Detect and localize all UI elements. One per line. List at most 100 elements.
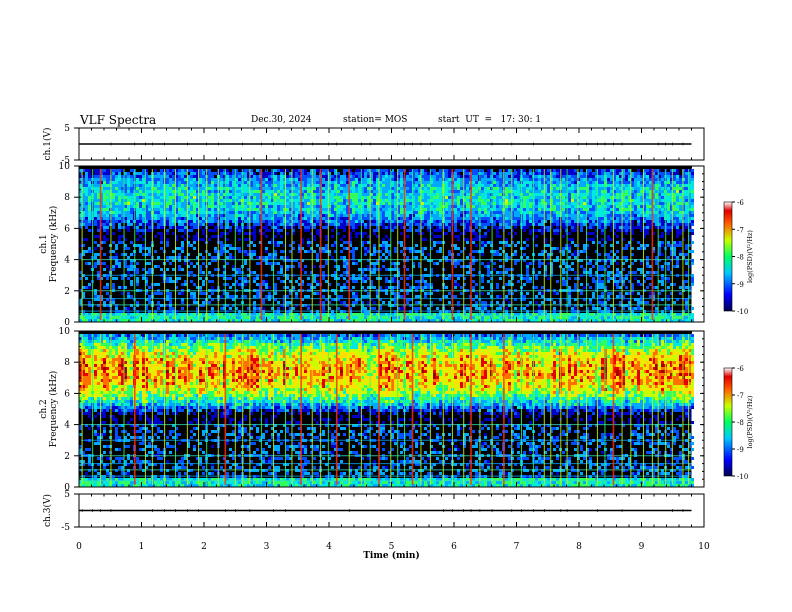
psd-cell xyxy=(157,193,160,196)
psd-cell xyxy=(277,223,280,226)
psd-cell xyxy=(88,199,91,202)
psd-cell xyxy=(106,232,109,235)
psd-cell xyxy=(106,226,109,229)
psd-cell xyxy=(145,181,148,184)
psd-cell xyxy=(193,196,196,199)
psd-cell xyxy=(298,199,301,202)
psd-cell xyxy=(424,193,427,196)
psd-cell xyxy=(208,295,211,298)
psd-cell xyxy=(139,199,142,202)
psd-cell xyxy=(475,250,478,253)
psd-cell xyxy=(388,244,391,247)
psd-cell xyxy=(391,286,394,289)
psd-cell xyxy=(145,211,148,214)
psd-cell xyxy=(112,169,115,172)
psd-cell xyxy=(127,211,130,214)
psd-cell xyxy=(79,184,82,187)
psd-cell xyxy=(460,316,463,319)
psd-cell xyxy=(448,250,451,253)
psd-cell xyxy=(136,319,139,322)
psd-cell xyxy=(136,202,139,205)
psd-cell xyxy=(361,268,364,271)
psd-cell xyxy=(514,175,517,178)
psd-cell xyxy=(274,184,277,187)
psd-cell xyxy=(346,169,349,172)
psd-cell xyxy=(238,190,241,193)
psd-cell xyxy=(85,250,88,253)
psd-cell xyxy=(100,277,103,280)
psd-cell xyxy=(472,184,475,187)
psd-cell xyxy=(286,304,289,307)
psd-cell xyxy=(463,226,466,229)
psd-cell xyxy=(193,247,196,250)
psd-cell xyxy=(283,169,286,172)
psd-cell xyxy=(406,211,409,214)
psd-cell xyxy=(289,181,292,184)
psd-cell xyxy=(175,184,178,187)
psd-cell xyxy=(148,187,151,190)
psd-cell xyxy=(199,286,202,289)
psd-cell xyxy=(136,199,139,202)
psd-cell xyxy=(397,169,400,172)
psd-cell xyxy=(214,202,217,205)
psd-cell xyxy=(178,223,181,226)
psd-cell xyxy=(466,187,469,190)
psd-cell xyxy=(505,202,508,205)
psd-cell xyxy=(385,214,388,217)
psd-cell xyxy=(406,313,409,316)
psd-cell xyxy=(523,319,526,322)
psd-cell xyxy=(487,172,490,175)
psd-cell xyxy=(130,316,133,319)
psd-cell xyxy=(421,217,424,220)
psd-cell xyxy=(496,214,499,217)
psd-cell xyxy=(475,238,478,241)
psd-cell xyxy=(199,238,202,241)
psd-cell xyxy=(259,187,262,190)
psd-cell xyxy=(448,226,451,229)
psd-cell xyxy=(298,202,301,205)
psd-cell xyxy=(454,247,457,250)
psd-cell xyxy=(526,223,529,226)
psd-cell xyxy=(475,319,478,322)
psd-cell xyxy=(493,262,496,265)
psd-cell xyxy=(412,187,415,190)
psd-cell xyxy=(340,193,343,196)
psd-cell xyxy=(106,283,109,286)
psd-cell xyxy=(292,226,295,229)
psd-cell xyxy=(475,307,478,310)
psd-cell xyxy=(394,265,397,268)
psd-cell xyxy=(142,238,145,241)
psd-cell xyxy=(355,172,358,175)
psd-cell xyxy=(298,196,301,199)
psd-cell xyxy=(82,292,85,295)
psd-cell xyxy=(124,205,127,208)
psd-cell xyxy=(130,184,133,187)
psd-cell xyxy=(199,313,202,316)
psd-cell xyxy=(82,193,85,196)
psd-cell xyxy=(166,319,169,322)
psd-cell xyxy=(103,217,106,220)
psd-cell xyxy=(184,313,187,316)
psd-cell xyxy=(481,301,484,304)
psd-cell xyxy=(445,211,448,214)
psd-cell xyxy=(268,196,271,199)
psd-cell xyxy=(409,304,412,307)
psd-cell xyxy=(397,193,400,196)
psd-cell xyxy=(352,193,355,196)
psd-cell xyxy=(538,184,541,187)
psd-cell xyxy=(487,223,490,226)
psd-cell xyxy=(427,226,430,229)
psd-cell xyxy=(364,169,367,172)
psd-cell xyxy=(445,313,448,316)
psd-cell xyxy=(367,268,370,271)
psd-cell xyxy=(121,241,124,244)
psd-cell xyxy=(232,295,235,298)
psd-cell xyxy=(427,208,430,211)
psd-cell xyxy=(310,205,313,208)
psd-cell xyxy=(349,277,352,280)
psd-cell xyxy=(472,169,475,172)
psd-cell xyxy=(142,220,145,223)
psd-cell xyxy=(295,205,298,208)
psd-cell xyxy=(367,295,370,298)
psd-cell xyxy=(337,298,340,301)
